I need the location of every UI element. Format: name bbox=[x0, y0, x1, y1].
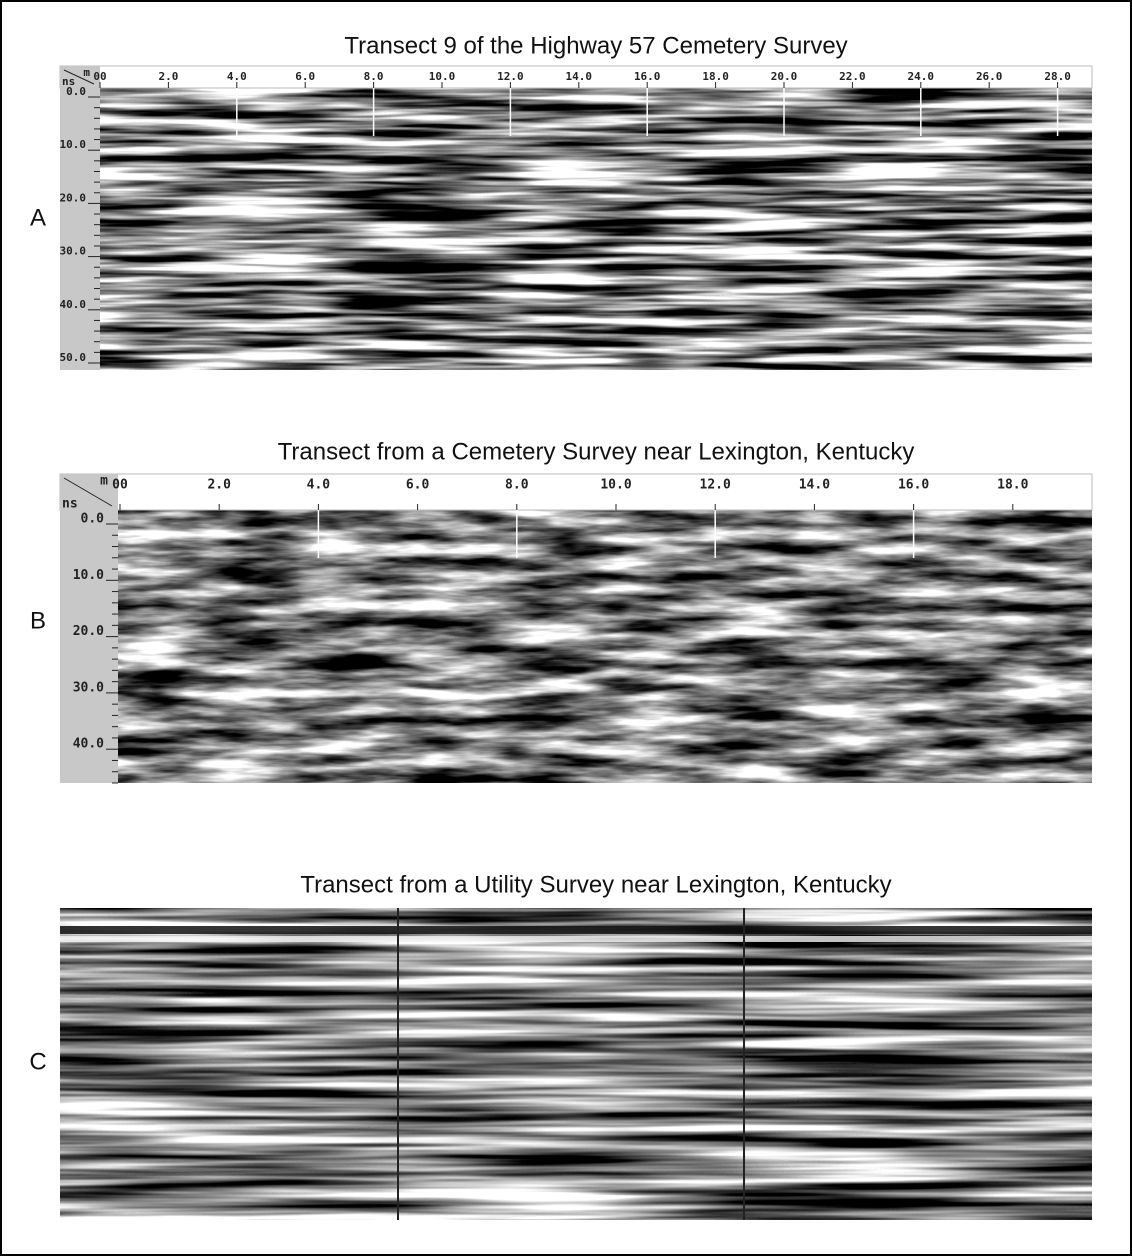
y-tick-label: 10.0 bbox=[60, 138, 87, 151]
x-tick-label: 00 bbox=[93, 70, 106, 83]
x-tick-label: 8.0 bbox=[505, 478, 529, 493]
x-unit: m bbox=[100, 474, 108, 489]
y-tick-label: 20.0 bbox=[60, 191, 87, 204]
x-tick-label: 2.0 bbox=[158, 70, 178, 83]
x-tick-label: 22.0 bbox=[839, 70, 866, 83]
y-tick-label: 0.0 bbox=[81, 512, 105, 527]
radargram bbox=[100, 88, 1092, 370]
x-tick-label: 24.0 bbox=[908, 70, 935, 83]
x-tick-label: 6.0 bbox=[295, 70, 315, 83]
x-tick-label: 00 bbox=[112, 478, 128, 493]
x-tick-label: 14.0 bbox=[799, 478, 830, 493]
x-tick-label: 14.0 bbox=[566, 70, 593, 83]
y-tick-label: 50.0 bbox=[60, 351, 87, 364]
y-ruler bbox=[60, 474, 118, 783]
panel-letter: A bbox=[30, 204, 46, 231]
radargram bbox=[60, 908, 1092, 1220]
x-tick-label: 28.0 bbox=[1044, 70, 1071, 83]
x-tick-label: 10.0 bbox=[429, 70, 456, 83]
y-ruler bbox=[60, 66, 100, 370]
surface-reflection bbox=[60, 926, 1092, 934]
panel-letter: B bbox=[30, 607, 46, 634]
y-tick-label: 30.0 bbox=[73, 680, 104, 695]
x-unit: m bbox=[83, 66, 90, 79]
panel-title: Transect from a Utility Survey near Lexi… bbox=[300, 871, 891, 898]
y-tick-label: 40.0 bbox=[60, 298, 87, 311]
x-tick-label: 18.0 bbox=[997, 478, 1028, 493]
unit-divider bbox=[63, 69, 95, 85]
x-tick-label: 4.0 bbox=[307, 478, 331, 493]
radargram bbox=[118, 510, 1092, 783]
x-tick-label: 18.0 bbox=[702, 70, 729, 83]
y-tick-label: 30.0 bbox=[60, 245, 87, 258]
y-unit: ns bbox=[62, 497, 78, 512]
y-tick-label: 20.0 bbox=[73, 624, 104, 639]
x-tick-label: 2.0 bbox=[207, 478, 231, 493]
y-tick-label: 40.0 bbox=[73, 737, 104, 752]
y-tick-label: 10.0 bbox=[73, 568, 104, 583]
x-tick-label: 6.0 bbox=[406, 478, 430, 493]
unit-divider bbox=[63, 477, 113, 507]
x-tick-label: 12.0 bbox=[700, 478, 731, 493]
panel-title: Transect 9 of the Highway 57 Cemetery Su… bbox=[344, 32, 847, 59]
x-tick-label: 16.0 bbox=[634, 70, 661, 83]
panel-title: Transect from a Cemetery Survey near Lex… bbox=[278, 438, 915, 465]
x-tick-label: 8.0 bbox=[364, 70, 384, 83]
x-tick-label: 4.0 bbox=[227, 70, 247, 83]
y-unit: ns bbox=[62, 75, 75, 88]
y-tick-label: 0.0 bbox=[66, 85, 86, 98]
x-tick-label: 10.0 bbox=[600, 478, 631, 493]
x-tick-label: 26.0 bbox=[976, 70, 1003, 83]
x-tick-label: 20.0 bbox=[771, 70, 798, 83]
x-tick-label: 12.0 bbox=[497, 70, 524, 83]
x-tick-label: 16.0 bbox=[898, 478, 929, 493]
surface-reflection-white bbox=[60, 936, 1092, 942]
panel-letter: C bbox=[29, 1048, 46, 1075]
